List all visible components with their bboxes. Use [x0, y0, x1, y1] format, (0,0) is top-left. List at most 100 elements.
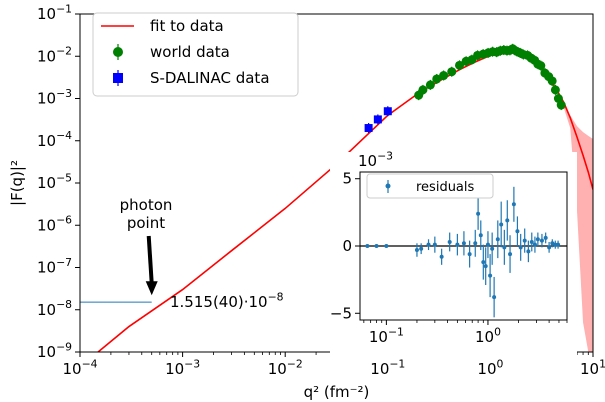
y-tick-label: 10−4 [37, 129, 72, 150]
x-tick-label-base: 10 [477, 360, 496, 378]
y-tick-label-exp: −1 [56, 2, 72, 15]
y-tick-label-exp: −5 [56, 171, 72, 184]
inset-y-tick-label: −5 [330, 304, 352, 322]
y-tick-label-base: 10 [37, 343, 56, 361]
world-data-point [425, 80, 435, 90]
y-tick-label: 10−5 [37, 171, 72, 192]
residual-point [447, 239, 452, 244]
y-tick-label-exp: −9 [56, 340, 72, 353]
residual-point [490, 246, 495, 251]
residual-point [492, 295, 497, 300]
y-tick-label-exp: −7 [56, 256, 72, 269]
inset-legend-box [366, 173, 494, 199]
world-data-point [439, 71, 449, 81]
residual-point [526, 249, 531, 254]
photon-point-label-line2: point [127, 214, 165, 232]
residual-point [461, 241, 466, 246]
x-tick-label-exp: −1 [389, 357, 405, 370]
x-tick-label-base: 10 [580, 360, 599, 378]
residual-point [550, 241, 555, 246]
world-data-point [550, 85, 560, 95]
photon-point-label-line1: photon [120, 196, 173, 214]
sdalinac-data-point [364, 124, 373, 133]
residual-point [365, 244, 370, 248]
residual-point [556, 242, 561, 247]
y-tick-label-base: 10 [37, 216, 56, 234]
y-tick-label: 10−8 [37, 298, 72, 319]
photon-point-value-exp: −8 [268, 290, 284, 303]
residual-point [488, 273, 493, 278]
residual-point [553, 242, 558, 247]
y-tick-label: 10−9 [37, 340, 72, 361]
photon-point-arrow-shaft [146, 235, 154, 284]
inset-y-tick-label: 5 [342, 170, 352, 188]
y-tick-label-base: 10 [37, 132, 56, 150]
y-tick-label: 10−1 [37, 2, 72, 23]
legend-world-swatch [113, 47, 123, 57]
main-legend: fit to data world data S-DALINAC data [92, 12, 299, 97]
inset-y-offset-text-exp: −3 [377, 149, 393, 162]
world-data-point [418, 85, 428, 95]
x-tick-label-exp: −4 [82, 357, 98, 370]
y-tick-label-base: 10 [37, 301, 56, 319]
main-legend-box [92, 12, 299, 97]
x-tick-label-base: 10 [370, 360, 389, 378]
main-plot-area [80, 43, 593, 352]
y-tick-label: 10−2 [37, 45, 72, 66]
residual-point [539, 238, 544, 243]
x-tick-label: 100 [477, 357, 503, 378]
x-tick-label-exp: 0 [497, 357, 504, 370]
inset-x-tick-label-base: 10 [369, 328, 388, 346]
photon-point-value-base: 1.515(40)·10 [170, 293, 268, 311]
residual-point [529, 239, 534, 244]
residual-point [476, 211, 481, 216]
residual-point [432, 242, 437, 247]
inset-x-tick-label: 10−1 [369, 325, 404, 346]
inset-y-offset-text: 10−3 [358, 149, 393, 170]
sdalinac-data-point [373, 115, 382, 124]
legend-label: world data [150, 43, 230, 61]
residual-point [483, 264, 488, 269]
x-tick-label-base: 10 [62, 360, 81, 378]
y-axis-label: |F(q)|² [8, 160, 26, 206]
sdalinac-data-point [383, 107, 392, 116]
residual-point [419, 246, 424, 251]
y-tick-label-exp: −8 [56, 298, 72, 311]
inset-x-tick-label-exp: 0 [494, 325, 501, 338]
x-tick-label-exp: 1 [599, 357, 605, 370]
x-tick-label-base: 10 [268, 360, 287, 378]
inset-x-tick-label: 100 [475, 325, 501, 346]
residual-point [455, 242, 460, 247]
inset-legend-swatch [385, 183, 391, 189]
residual-point [543, 235, 548, 240]
y-tick-label-exp: −6 [56, 214, 72, 227]
residual-point [499, 222, 504, 227]
x-tick-label: 10−2 [268, 357, 303, 378]
residual-point [511, 202, 516, 207]
residual-point [384, 244, 389, 248]
y-tick-label-exp: −4 [56, 129, 72, 142]
residual-point [439, 254, 444, 259]
y-tick-label-base: 10 [37, 47, 56, 65]
world-data-point [536, 61, 546, 71]
y-tick-label-base: 10 [37, 5, 56, 23]
legend-sdalinac-swatch [113, 73, 123, 83]
residual-point [473, 241, 478, 246]
inset-legend: residuals [366, 173, 494, 199]
inset-x-tick-label-base: 10 [475, 328, 494, 346]
y-tick-label-base: 10 [37, 90, 56, 108]
y-tick-label-exp: −3 [56, 87, 72, 100]
inset-x-tick-label-exp: −1 [388, 325, 404, 338]
photon-point-arrow-head [145, 281, 158, 296]
residual-point [485, 242, 490, 247]
y-tick-label-exp: −2 [56, 45, 72, 58]
legend-label: S-DALINAC data [150, 69, 270, 87]
photon-point-value: 1.515(40)·10−8 [170, 290, 284, 311]
residual-point [495, 237, 500, 242]
y-tick-label: 10−7 [37, 256, 72, 277]
world-data-point [455, 60, 465, 70]
x-tick-label-exp: −2 [287, 357, 303, 370]
world-data-point [547, 76, 557, 86]
